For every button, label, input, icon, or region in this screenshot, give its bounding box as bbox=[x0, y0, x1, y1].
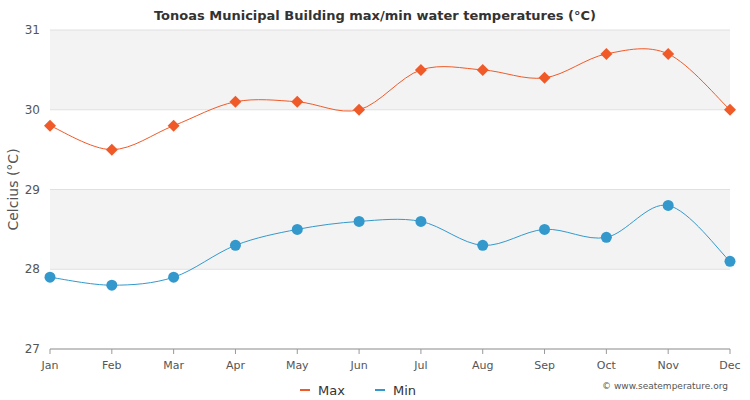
data-point bbox=[353, 104, 365, 116]
legend-swatch bbox=[375, 389, 385, 391]
x-tick bbox=[359, 349, 360, 354]
data-point bbox=[291, 96, 303, 108]
x-tick-label: May bbox=[286, 359, 309, 372]
x-tick-label: Aug bbox=[472, 359, 493, 372]
x-tick-label: Apr bbox=[226, 359, 246, 372]
grid-band bbox=[50, 30, 730, 110]
series-line bbox=[50, 49, 730, 150]
data-point bbox=[601, 232, 612, 243]
data-point bbox=[663, 200, 674, 211]
y-tick-label: 29 bbox=[25, 183, 40, 197]
x-tick-label: Jun bbox=[349, 359, 367, 372]
data-point bbox=[477, 240, 488, 251]
series-group bbox=[44, 48, 736, 291]
x-tick-label: Sep bbox=[534, 359, 555, 372]
x-tick bbox=[111, 349, 112, 354]
source: © www.seatemperature.org bbox=[602, 381, 728, 391]
series-line bbox=[50, 205, 730, 285]
data-point bbox=[168, 120, 180, 132]
x-tick bbox=[235, 349, 236, 354]
y-tick-label: 28 bbox=[25, 262, 40, 276]
grid-line bbox=[50, 269, 730, 270]
y-tick-label: 27 bbox=[25, 342, 40, 356]
background bbox=[0, 0, 750, 400]
title: Tonoas Municipal Building max/min water … bbox=[154, 8, 596, 23]
data-point bbox=[229, 96, 241, 108]
x-tick bbox=[297, 349, 298, 354]
legend-label: Max bbox=[318, 383, 345, 398]
data-point bbox=[724, 104, 736, 116]
data-point bbox=[230, 240, 241, 251]
data-point bbox=[354, 216, 365, 227]
grid-line bbox=[50, 30, 730, 31]
x-axis bbox=[50, 349, 730, 350]
x-tick bbox=[606, 349, 607, 354]
data-point bbox=[662, 48, 674, 60]
x-tick bbox=[544, 349, 545, 354]
data-point bbox=[415, 64, 427, 76]
x-tick-label: Nov bbox=[657, 359, 679, 372]
x-tick bbox=[173, 349, 174, 354]
y-tick-label: 31 bbox=[25, 23, 40, 37]
grid-line bbox=[50, 189, 730, 190]
x-tick-label: Jul bbox=[413, 359, 427, 372]
data-point bbox=[600, 48, 612, 60]
data-point bbox=[725, 256, 736, 267]
x-tick bbox=[50, 349, 51, 354]
data-point bbox=[539, 224, 550, 235]
y-axis-title: Celcius (°C) bbox=[5, 148, 21, 230]
data-point bbox=[415, 216, 426, 227]
data-point bbox=[45, 272, 56, 283]
grid-line bbox=[50, 109, 730, 110]
x-tick bbox=[482, 349, 483, 354]
legend-label: Min bbox=[393, 383, 416, 398]
legend-swatch bbox=[300, 389, 310, 391]
x-tick bbox=[668, 349, 669, 354]
y-tick-label: 30 bbox=[25, 103, 40, 117]
data-point bbox=[44, 120, 56, 132]
grid-line bbox=[50, 349, 730, 350]
x-tick-label: Dec bbox=[719, 359, 740, 372]
x-tick-label: Jan bbox=[41, 359, 59, 372]
x-tick-label: Mar bbox=[163, 359, 184, 372]
data-point bbox=[106, 144, 118, 156]
x-tick-label: Oct bbox=[597, 359, 617, 372]
data-point bbox=[106, 280, 117, 291]
x-tick bbox=[420, 349, 421, 354]
grid-band bbox=[50, 190, 730, 270]
data-point bbox=[477, 64, 489, 76]
x-tick bbox=[730, 349, 731, 354]
data-point bbox=[292, 224, 303, 235]
x-tick-label: Feb bbox=[102, 359, 121, 372]
data-point bbox=[168, 272, 179, 283]
data-point bbox=[539, 72, 551, 84]
